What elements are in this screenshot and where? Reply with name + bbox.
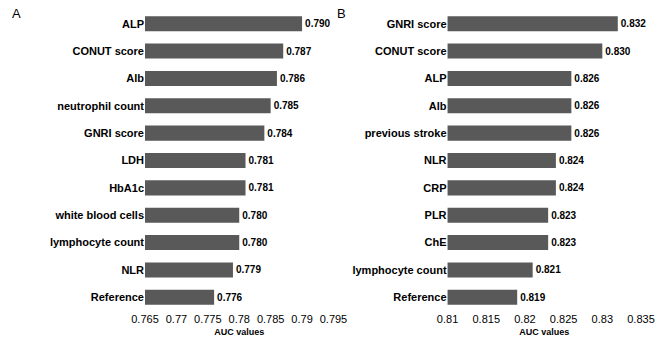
svg-text:Alb: Alb (429, 100, 447, 112)
svg-text:NLR: NLR (121, 264, 144, 276)
svg-text:Alb: Alb (126, 72, 144, 84)
svg-text:0.785: 0.785 (257, 313, 285, 325)
svg-text:GNRI score: GNRI score (84, 127, 144, 139)
svg-text:0.775: 0.775 (194, 313, 222, 325)
svg-text:0.830: 0.830 (605, 46, 630, 57)
svg-text:previous stroke: previous stroke (365, 127, 447, 139)
svg-text:0.821: 0.821 (536, 264, 561, 275)
svg-text:A: A (12, 6, 21, 21)
svg-text:0.784: 0.784 (267, 128, 292, 139)
svg-text:0.819: 0.819 (520, 292, 545, 303)
svg-text:AUC values: AUC values (214, 327, 264, 337)
svg-text:ChE: ChE (425, 236, 447, 248)
svg-text:0.785: 0.785 (274, 100, 299, 111)
svg-text:0.81: 0.81 (437, 313, 458, 325)
svg-text:AUC values: AUC values (519, 327, 569, 337)
svg-text:0.790: 0.790 (305, 18, 330, 29)
svg-text:B: B (337, 6, 346, 21)
svg-text:CONUT score: CONUT score (72, 45, 144, 57)
svg-text:0.83: 0.83 (592, 313, 613, 325)
svg-text:0.77: 0.77 (166, 313, 187, 325)
svg-text:PLR: PLR (425, 209, 447, 221)
svg-text:CONUT score: CONUT score (375, 45, 447, 57)
svg-text:0.826: 0.826 (574, 73, 599, 84)
svg-text:neutrophil count: neutrophil count (57, 100, 144, 112)
svg-text:0.78: 0.78 (229, 313, 250, 325)
svg-text:0.780: 0.780 (242, 237, 267, 248)
svg-text:HbA1c: HbA1c (109, 182, 144, 194)
svg-text:0.824: 0.824 (559, 182, 584, 193)
svg-text:0.815: 0.815 (472, 313, 500, 325)
svg-text:NLR: NLR (424, 154, 447, 166)
svg-text:lymphocyte count: lymphocyte count (50, 236, 144, 248)
svg-text:GNRI score: GNRI score (387, 18, 447, 30)
svg-text:lymphocyte count: lymphocyte count (352, 264, 446, 276)
svg-text:Reference: Reference (91, 291, 144, 303)
svg-text:0.79: 0.79 (291, 313, 312, 325)
svg-text:0.787: 0.787 (286, 46, 311, 57)
svg-text:0.82: 0.82 (514, 313, 535, 325)
svg-text:0.780: 0.780 (242, 210, 267, 221)
svg-text:ALP: ALP (425, 72, 447, 84)
svg-text:0.832: 0.832 (621, 18, 646, 29)
svg-text:0.826: 0.826 (574, 128, 599, 139)
svg-text:CRP: CRP (423, 182, 446, 194)
svg-text:0.781: 0.781 (249, 182, 274, 193)
svg-text:0.779: 0.779 (236, 264, 261, 275)
svg-text:0.824: 0.824 (559, 155, 584, 166)
svg-text:0.781: 0.781 (249, 155, 274, 166)
svg-text:0.835: 0.835 (627, 313, 655, 325)
svg-text:0.786: 0.786 (280, 73, 305, 84)
svg-text:ALP: ALP (122, 18, 144, 30)
svg-text:LDH: LDH (121, 154, 144, 166)
svg-text:0.776: 0.776 (217, 292, 242, 303)
svg-text:white blood cells: white blood cells (54, 209, 144, 221)
svg-text:0.795: 0.795 (320, 313, 348, 325)
svg-text:0.825: 0.825 (550, 313, 578, 325)
svg-text:0.765: 0.765 (131, 313, 159, 325)
svg-text:0.823: 0.823 (551, 210, 576, 221)
svg-text:0.826: 0.826 (574, 100, 599, 111)
svg-text:0.823: 0.823 (551, 237, 576, 248)
svg-text:Reference: Reference (393, 291, 446, 303)
